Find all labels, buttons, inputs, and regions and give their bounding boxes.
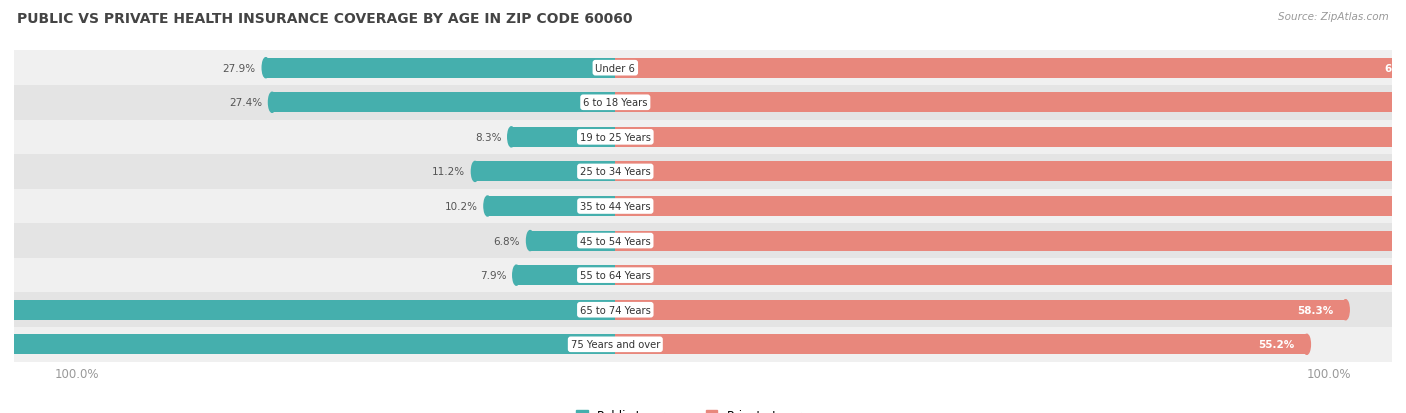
Circle shape	[1303, 335, 1310, 354]
Text: 65 to 74 Years: 65 to 74 Years	[579, 305, 651, 315]
Circle shape	[471, 162, 478, 182]
Circle shape	[269, 93, 276, 113]
Circle shape	[508, 128, 515, 147]
Bar	[266, 59, 616, 78]
Bar	[0, 258, 1406, 293]
Text: 35 to 44 Years: 35 to 44 Years	[581, 202, 651, 211]
Text: 25 to 34 Years: 25 to 34 Years	[579, 167, 651, 177]
Bar	[0, 189, 1406, 224]
Circle shape	[526, 231, 534, 251]
Bar	[0, 120, 1406, 155]
Text: 6.8%: 6.8%	[494, 236, 520, 246]
Text: 19 to 25 Years: 19 to 25 Years	[579, 133, 651, 142]
Text: 58.3%: 58.3%	[1296, 305, 1333, 315]
Bar	[516, 266, 616, 285]
Text: Source: ZipAtlas.com: Source: ZipAtlas.com	[1278, 12, 1389, 22]
Bar	[512, 128, 616, 147]
Bar	[616, 197, 1406, 216]
Bar	[0, 51, 1406, 86]
Text: 45 to 54 Years: 45 to 54 Years	[579, 236, 651, 246]
Bar	[616, 300, 1346, 320]
Bar	[0, 293, 1406, 327]
Bar	[616, 162, 1406, 182]
Text: 65.3%: 65.3%	[1385, 64, 1406, 74]
Text: 55 to 64 Years: 55 to 64 Years	[579, 271, 651, 280]
Text: Under 6: Under 6	[595, 64, 636, 74]
Circle shape	[1341, 300, 1350, 320]
Text: 75 Years and over: 75 Years and over	[571, 339, 659, 349]
Bar	[616, 266, 1406, 285]
Bar	[0, 224, 1406, 258]
Bar	[0, 335, 616, 354]
Text: 27.4%: 27.4%	[229, 98, 262, 108]
Bar	[0, 86, 1406, 120]
Text: 10.2%: 10.2%	[444, 202, 478, 211]
Bar	[616, 93, 1406, 113]
Bar	[616, 335, 1306, 354]
Bar	[616, 128, 1406, 147]
Circle shape	[513, 266, 520, 285]
Bar	[488, 197, 616, 216]
Bar	[0, 155, 1406, 189]
Bar	[616, 59, 1406, 78]
Text: 6 to 18 Years: 6 to 18 Years	[583, 98, 648, 108]
Bar	[530, 231, 616, 251]
Text: 55.2%: 55.2%	[1258, 339, 1295, 349]
Text: 7.9%: 7.9%	[479, 271, 506, 280]
Bar	[0, 327, 1406, 362]
Text: 27.9%: 27.9%	[222, 64, 256, 74]
Bar	[616, 231, 1406, 251]
Circle shape	[484, 197, 491, 216]
Bar	[475, 162, 616, 182]
Circle shape	[262, 59, 270, 78]
Legend: Public Insurance, Private Insurance: Public Insurance, Private Insurance	[571, 404, 835, 413]
Bar	[0, 300, 616, 320]
Text: 11.2%: 11.2%	[432, 167, 465, 177]
Bar	[273, 93, 616, 113]
Text: PUBLIC VS PRIVATE HEALTH INSURANCE COVERAGE BY AGE IN ZIP CODE 60060: PUBLIC VS PRIVATE HEALTH INSURANCE COVER…	[17, 12, 633, 26]
Text: 8.3%: 8.3%	[475, 133, 502, 142]
